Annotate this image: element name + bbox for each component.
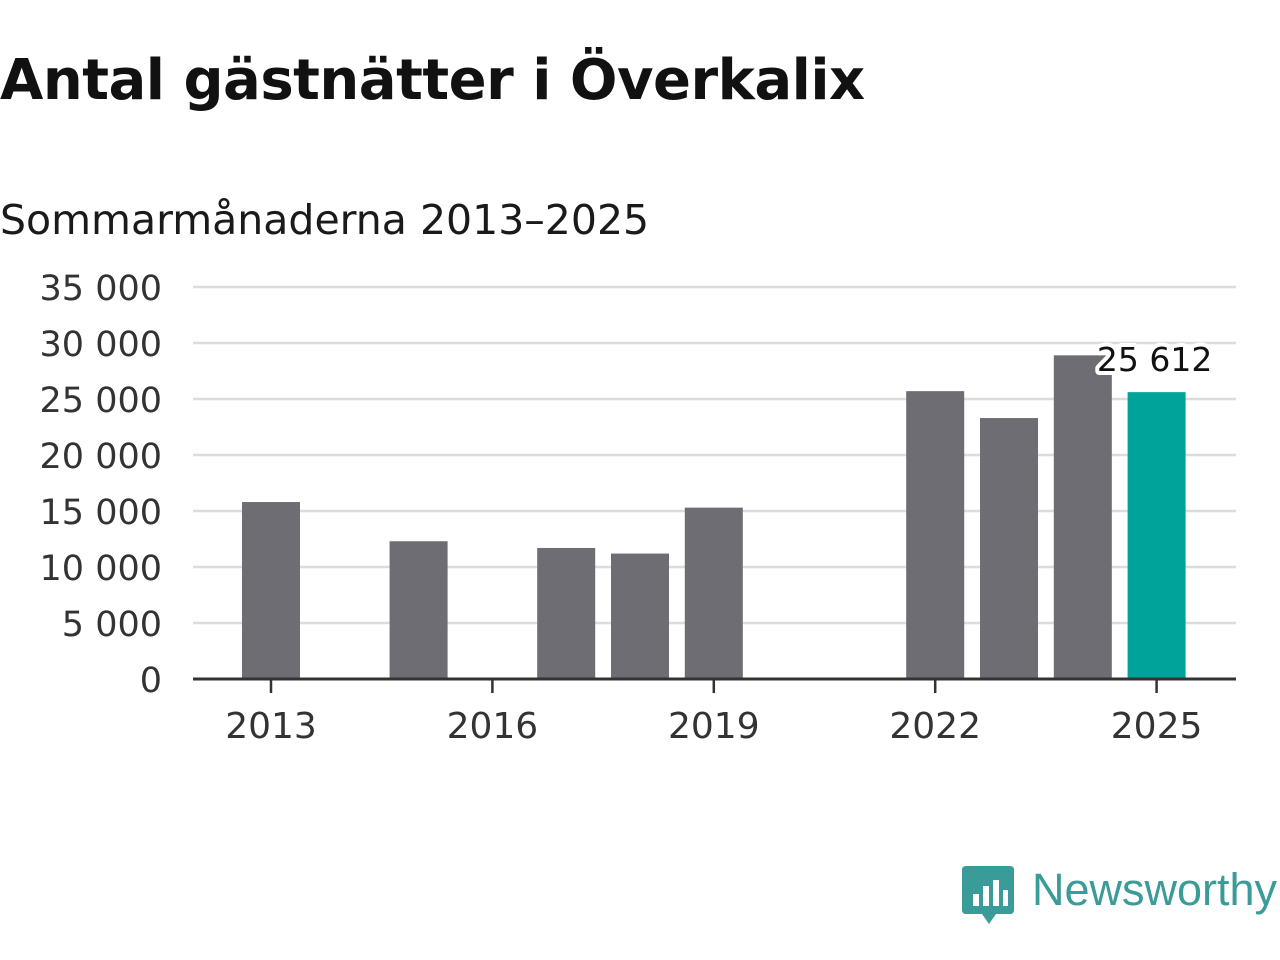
- bar-2017: [537, 547, 596, 679]
- y-tick-label: 10 000: [40, 549, 162, 589]
- newsworthy-logo: Newsworthy: [962, 862, 1280, 928]
- bar-2025: [1127, 392, 1186, 679]
- x-tick-label: 2016: [447, 706, 539, 747]
- x-tick-label: 2022: [889, 706, 981, 747]
- x-tick-label: 2019: [668, 706, 760, 747]
- axes: [193, 677, 1236, 693]
- data-label: 25 612: [1097, 340, 1212, 379]
- bar-2022: [906, 391, 965, 679]
- y-tick-label: 0: [140, 661, 162, 701]
- x-tick-label: 2013: [225, 706, 317, 747]
- y-tick-label: 30 000: [40, 325, 162, 365]
- y-tick-label: 20 000: [40, 437, 162, 477]
- bars: [242, 355, 1186, 679]
- labels: 0 5 000 10 000 15 000 20 000 25 000 30 000 35 0…: [40, 269, 1217, 747]
- bar-2019: [684, 507, 743, 679]
- chart-subtitle: Sommarmånaderna 2013–2025: [0, 196, 650, 244]
- chart-title: Antal gästnätter i Överkalix: [0, 48, 865, 113]
- bar-2024: [1053, 355, 1112, 679]
- bar-2018: [611, 553, 669, 679]
- bar-2013: [242, 502, 300, 679]
- brand-name: Newsworthy: [1032, 864, 1278, 915]
- y-tick-label: 35 000: [40, 269, 162, 309]
- y-tick-label: 5 000: [62, 605, 162, 645]
- bar-chart-logo-icon: [962, 866, 1014, 924]
- bar-2015: [389, 541, 448, 679]
- data-label-halo: 25 612: [1097, 340, 1212, 379]
- y-tick-label: 15 000: [40, 493, 162, 533]
- y-tick-label: 25 000: [40, 381, 162, 421]
- bar-chart: 0 5 000 10 000 15 000 20 000 25 000 30 000 35 0…: [40, 269, 1236, 747]
- bar-2023: [980, 418, 1038, 679]
- x-tick-label: 2025: [1111, 706, 1203, 747]
